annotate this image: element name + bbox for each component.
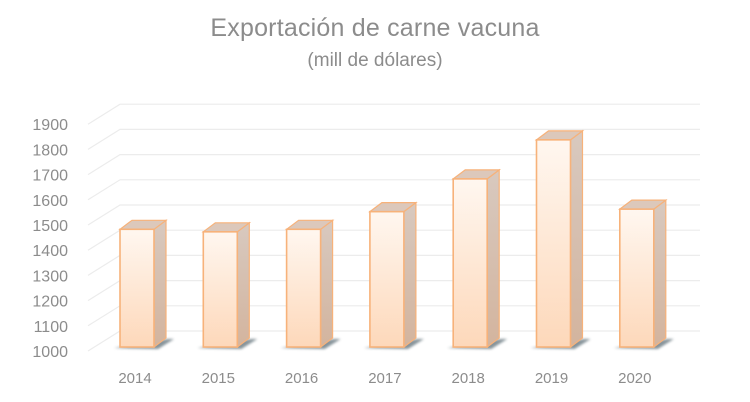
bars [114,129,674,349]
gridline [87,204,700,226]
bar-2017 [363,201,424,349]
bar-front [202,231,239,348]
bar-side [153,219,167,349]
bar-front [452,178,489,348]
y-tick-label: 1900 [32,117,68,134]
y-tick-label: 1300 [32,268,68,285]
x-tick-label: 2020 [618,370,651,387]
x-tick-label: 2015 [202,370,235,387]
bar-side [403,201,417,349]
bar-front [618,208,655,348]
gridline [87,154,700,176]
y-tick-label: 1200 [32,294,68,311]
bar-2015 [197,221,258,349]
y-tick-label: 1600 [32,193,68,210]
x-tick-label: 2018 [452,370,485,387]
y-tick-label: 1800 [32,142,68,159]
gridline [87,103,700,125]
gridline [87,128,700,150]
bar-side [486,168,500,349]
y-axis: 1000 1100 1200 1300 1400 1500 1600 1700 1800 1900 [32,117,68,361]
bar-front [285,228,322,348]
chart-title: Exportación de carne vacuna [210,14,540,42]
x-tick-label: 2014 [118,370,151,387]
bar-2016 [280,219,341,349]
y-tick-label: 1000 [32,344,68,361]
y-tick-label: 1100 [34,319,69,336]
y-tick-label: 1500 [32,218,68,235]
bar-side [569,129,584,349]
bar-2020 [613,198,674,349]
bar-2018 [447,168,508,349]
y-tick-label: 1700 [32,168,68,185]
bar-side [653,198,667,349]
bar-side [236,221,250,349]
bar-2019 [530,129,591,349]
bar-front [119,228,155,348]
bar-front [369,210,405,348]
gridline [87,179,700,201]
x-tick-label: 2017 [368,370,401,387]
chart-subtitle: (mill de dólares) [307,50,443,71]
x-tick-label: 2019 [535,370,568,387]
bar-2014 [114,219,174,349]
bar-front [535,139,572,348]
x-axis: 2014 2015 2016 2017 2018 2019 2020 [118,370,651,387]
y-tick-label: 1400 [32,243,68,260]
bar-side [320,219,334,349]
x-tick-label: 2016 [285,370,318,387]
